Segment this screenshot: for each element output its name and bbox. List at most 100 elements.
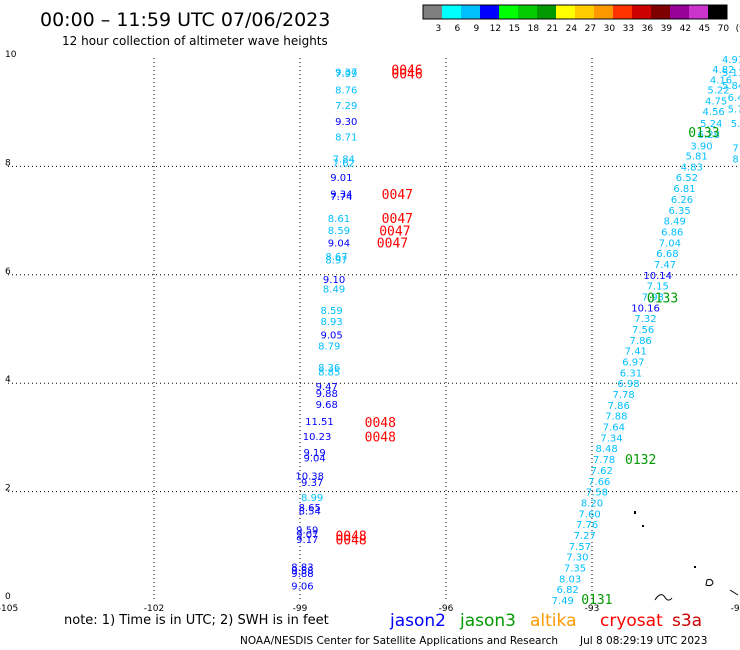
pass-time-label: 0047 xyxy=(382,212,413,227)
pass-time-label: 0047 xyxy=(377,236,408,251)
wave-height-value: 7.86 xyxy=(608,401,630,412)
colorbar-label: 18 xyxy=(528,24,540,34)
wave-height-value: 8.79 xyxy=(318,341,340,352)
wave-height-value: 5.11 xyxy=(722,68,740,79)
wave-height-value: 7.76 xyxy=(576,520,598,531)
wave-height-labels: 9.377.998.767.299.308.717.847.629.019.34… xyxy=(291,55,740,608)
longitude-label: -93 xyxy=(585,604,600,614)
colorbar-label: 12 xyxy=(490,24,501,34)
wave-height-value: 5. xyxy=(731,119,740,130)
satellite-name: jason3 xyxy=(459,611,516,631)
colorbar-swatch xyxy=(708,5,727,19)
pass-time-label: 0047 xyxy=(379,224,410,239)
wave-height-value: 8.49 xyxy=(664,217,686,228)
colorbar-swatch xyxy=(499,5,518,19)
colorbar-swatch xyxy=(651,5,670,19)
wave-height-value: 7.56 xyxy=(632,325,654,336)
wave-height-value: 7.84 xyxy=(333,154,355,165)
map-title: 00:00 – 11:59 UTC 07/06/2023 xyxy=(40,9,330,31)
latitude-label: 6 xyxy=(5,267,11,277)
wave-height-value: 9.30 xyxy=(335,117,357,128)
wave-height-value: 8.99 xyxy=(301,493,323,504)
wave-height-value: 7.35 xyxy=(564,563,586,574)
wave-height-value: 4.56 xyxy=(703,107,725,118)
wave-height-value: 6.68 xyxy=(656,249,678,260)
wave-height-value: 5.81 xyxy=(686,152,708,163)
pass-time-label: 0132 xyxy=(625,453,656,468)
wave-height-value: 4.83 xyxy=(681,162,703,173)
wave-height-value: 10.38 xyxy=(295,471,324,482)
footer-timestamp: Jul 8 08:29:19 UTC 2023 xyxy=(579,635,707,647)
colorbar-label: 21 xyxy=(547,24,558,34)
grid-lines xyxy=(8,58,738,600)
wave-height-value: 9.47 xyxy=(316,382,338,393)
wave-height-value: 5.7 xyxy=(728,104,740,115)
colorbar-label: 30 xyxy=(604,24,616,34)
wave-height-value: 11.51 xyxy=(305,417,334,428)
footer: note: 1) Time is in UTC; 2) SWH is in fe… xyxy=(64,611,707,647)
colorbar-swatch xyxy=(613,5,632,19)
longitude-label: -90 xyxy=(731,604,740,614)
colorbar-swatch xyxy=(575,5,594,19)
map-subtitle: 12 hour collection of altimeter wave hei… xyxy=(62,34,328,48)
wave-height-value: 7.62 xyxy=(333,159,355,170)
longitude-tick-labels: -105 -102 -99 -96 -93 -90 xyxy=(0,604,740,614)
wave-height-value: 7.34 xyxy=(600,433,622,444)
wave-height-value: 9.10 xyxy=(323,275,345,286)
latitude-tick-labels: 10 8 6 4 2 0 xyxy=(5,50,17,602)
colorbar-swatch xyxy=(670,5,689,19)
colorbar-frame xyxy=(422,4,728,20)
wave-height-value: 9.19 xyxy=(303,448,325,459)
wave-height-value: 7.57 xyxy=(569,542,591,553)
latitude-label: 10 xyxy=(5,50,17,60)
colorbar-label: 70 xyxy=(718,24,730,34)
wave-height-value: 7.29 xyxy=(335,101,357,112)
wave-height-value: 9.04 xyxy=(303,453,325,464)
colorbar-label: (ft) xyxy=(736,24,740,34)
satellite-legend: jason2 jason3 altika cryosat s3a xyxy=(389,611,702,631)
wave-height-value: 9.07 xyxy=(296,530,318,541)
wave-height-value: 6.97 xyxy=(622,358,644,369)
wave-height-value: 8.59 xyxy=(328,226,350,237)
wave-height-value: 8.49 xyxy=(323,284,345,295)
wave-height-value: 8.71 xyxy=(335,133,357,144)
footer-note: note: 1) Time is in UTC; 2) SWH is in fe… xyxy=(64,613,329,628)
wave-height-value: 6.35 xyxy=(668,206,690,217)
wave-height-value: 9.06 xyxy=(291,581,313,592)
colorbar-label: 6 xyxy=(454,24,460,34)
wave-height-value: 9.01 xyxy=(330,173,352,184)
satellite-name: jason2 xyxy=(389,611,446,631)
wave-height-value: 7.41 xyxy=(625,347,647,358)
wave-height-value: 9.04 xyxy=(328,238,350,249)
wave-height-value: 7.62 xyxy=(591,466,613,477)
wave-height-value: 7.27 xyxy=(574,531,596,542)
wave-height-value: 6.98 xyxy=(617,379,639,390)
wave-height-value: 8.61 xyxy=(328,214,350,225)
wave-height-value: 7.78 xyxy=(613,390,635,401)
wave-height-value: 9.37 xyxy=(301,478,323,489)
wave-height-value: 7.64 xyxy=(603,423,625,434)
wave-height-value: 10.23 xyxy=(303,432,332,443)
wave-height-value: 8.03 xyxy=(559,574,581,585)
wave-height-value: 5.24 xyxy=(700,119,722,130)
coastline xyxy=(634,511,739,601)
wave-height-value: 9.37 xyxy=(335,68,357,79)
colorbar-label: 27 xyxy=(585,24,596,34)
wave-height-value: 7.47 xyxy=(654,260,676,271)
pass-time-label: 0048 xyxy=(365,416,396,431)
wave-height-value: 6.28 xyxy=(698,130,720,141)
pass-time-label: 0133 xyxy=(647,292,678,307)
wave-height-value: 7 xyxy=(732,143,738,154)
colorbar-swatch xyxy=(556,5,575,19)
wave-height-value: 7.49 xyxy=(552,596,574,607)
colorbar-swatch xyxy=(423,5,442,19)
colorbar-label: 9 xyxy=(473,24,479,34)
wave-height-value: 3.90 xyxy=(690,141,712,152)
wave-height-value: 10.16 xyxy=(631,303,660,314)
satellite-name: s3a xyxy=(672,611,702,631)
wave-height-value: 9.17 xyxy=(296,535,318,546)
wave-height-value: 7.32 xyxy=(634,314,656,325)
wave-height-value: 9.58 xyxy=(291,566,313,577)
satellite-name: altika xyxy=(530,611,577,631)
